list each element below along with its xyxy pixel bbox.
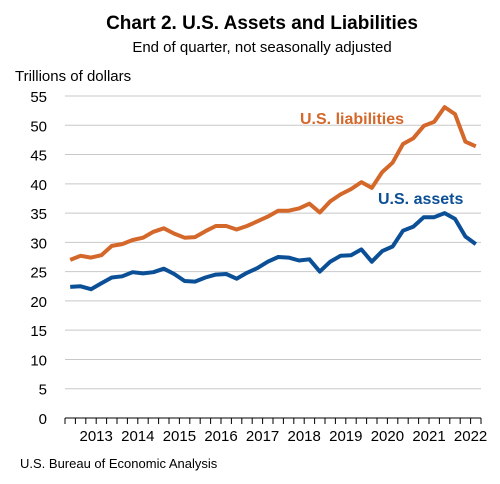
y-tick-label: 15	[30, 323, 47, 340]
x-axis: 2013 2014 2015 2016 2017 2018 2019 2020 2021 2022	[64, 417, 487, 445]
series-line-0	[69, 105, 477, 262]
y-axis-label: Trillions of dollars	[15, 68, 131, 85]
x-tick-label: 2020	[371, 428, 404, 445]
y-tick-label: 55	[30, 89, 47, 106]
chart-subtitle: End of quarter, not seasonally adjusted	[132, 39, 391, 56]
x-tick-label: 2015	[163, 428, 196, 445]
x-tick-label: 2018	[288, 428, 321, 445]
y-tick-label: 40	[30, 177, 47, 194]
x-tick-label: 2016	[204, 428, 237, 445]
series-lines	[69, 105, 477, 292]
series-label-assets: U.S. assets	[378, 191, 463, 208]
gridlines	[65, 95, 481, 390]
y-tick-label: 45	[30, 148, 47, 165]
series-line-1	[70, 211, 477, 292]
x-tick-label: 2013	[80, 428, 113, 445]
y-tick-label: 50	[30, 118, 47, 135]
y-tick-label: 25	[30, 265, 47, 282]
series-label-liabilities: U.S. liabilities	[300, 111, 404, 128]
x-tick-label: 2022	[454, 428, 487, 445]
y-tick-label: 0	[39, 411, 47, 428]
y-tick-label: 5	[39, 382, 47, 399]
x-tick-label: 2021	[412, 428, 445, 445]
y-tick-labels: 0 5 10 15 20 25 30 35 40 45 50 55	[30, 89, 47, 428]
y-tick-label: 20	[30, 294, 47, 311]
y-tick-label: 10	[30, 352, 47, 369]
x-tick-label: 2017	[246, 428, 279, 445]
chart-title: Chart 2. U.S. Assets and Liabilities	[106, 13, 418, 34]
y-tick-label: 30	[30, 235, 47, 252]
x-tick-label: 2014	[121, 428, 154, 445]
y-tick-label: 35	[30, 206, 47, 223]
source-note: U.S. Bureau of Economic Analysis	[20, 456, 218, 471]
x-tick-label: 2019	[329, 428, 362, 445]
